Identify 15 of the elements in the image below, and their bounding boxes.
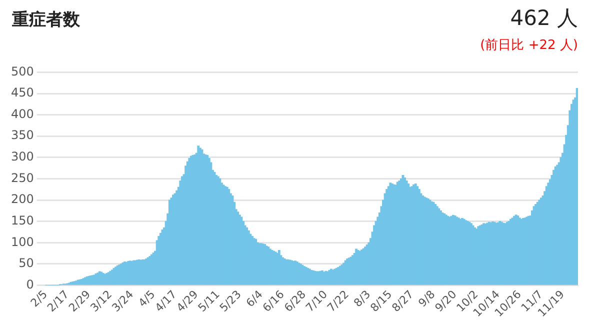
text: 462 人 (509, 5, 578, 32)
y-tick-label: 500 (11, 64, 34, 78)
y-tick-label: 100 (11, 234, 34, 249)
x-tick-label: 4/5 (136, 288, 158, 310)
y-tick-label: 0 (26, 277, 34, 292)
y-tick-label: 400 (11, 106, 34, 121)
y-tick-label: 200 (11, 192, 34, 206)
text: (前日比 +22 人) (480, 37, 578, 54)
y-tick-label: 150 (11, 213, 34, 228)
y-tick-label: 350 (11, 128, 34, 142)
y-tick-label: 300 (11, 150, 34, 164)
y-tick-label: 50 (18, 256, 34, 270)
chart-title: 重症者数 (12, 9, 80, 31)
y-tick-label: 250 (11, 170, 34, 185)
y-tick-label: 450 (11, 86, 34, 100)
